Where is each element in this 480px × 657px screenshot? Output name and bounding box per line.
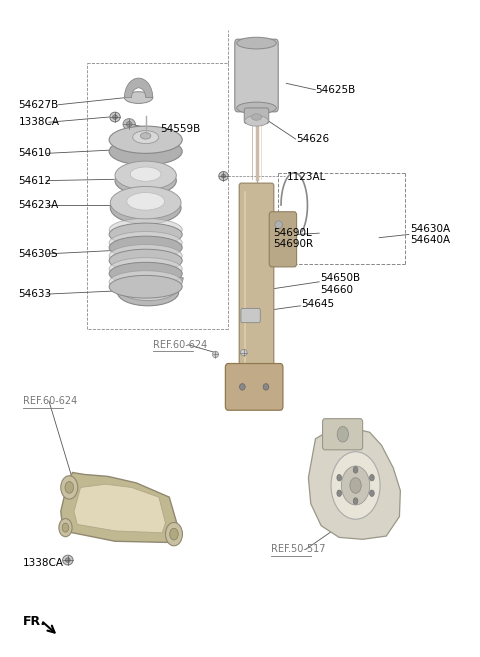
Polygon shape — [61, 472, 179, 543]
Text: 54650B: 54650B — [320, 273, 360, 283]
Text: 1338CA: 1338CA — [18, 117, 60, 127]
Text: 54690L: 54690L — [273, 228, 312, 238]
Text: 1338CA: 1338CA — [23, 558, 64, 568]
Text: 1123AL: 1123AL — [287, 172, 326, 183]
Circle shape — [62, 523, 69, 532]
Ellipse shape — [110, 112, 120, 122]
Circle shape — [337, 490, 342, 497]
Circle shape — [337, 426, 348, 442]
Text: REF.60-624: REF.60-624 — [153, 340, 207, 350]
Ellipse shape — [118, 279, 179, 306]
Circle shape — [65, 482, 73, 493]
Circle shape — [59, 518, 72, 537]
Text: FR.: FR. — [23, 615, 46, 628]
Ellipse shape — [118, 273, 179, 301]
Text: REF.50-517: REF.50-517 — [271, 544, 325, 554]
Circle shape — [370, 490, 374, 497]
Ellipse shape — [126, 122, 132, 127]
Ellipse shape — [110, 192, 181, 224]
FancyBboxPatch shape — [244, 108, 269, 124]
Text: 54660: 54660 — [320, 284, 353, 294]
Ellipse shape — [113, 115, 118, 120]
Ellipse shape — [237, 37, 276, 49]
Ellipse shape — [127, 193, 165, 210]
Ellipse shape — [109, 126, 182, 153]
Text: 54690R: 54690R — [273, 239, 313, 249]
Ellipse shape — [63, 555, 73, 565]
Ellipse shape — [109, 262, 182, 285]
Ellipse shape — [132, 131, 158, 144]
Text: 54626: 54626 — [297, 134, 330, 144]
Ellipse shape — [124, 92, 153, 103]
Ellipse shape — [237, 102, 276, 114]
Circle shape — [166, 522, 182, 546]
Ellipse shape — [275, 221, 282, 229]
Polygon shape — [167, 277, 183, 289]
Ellipse shape — [109, 249, 182, 272]
Ellipse shape — [240, 384, 245, 390]
Circle shape — [170, 528, 178, 540]
Ellipse shape — [263, 384, 269, 390]
Ellipse shape — [131, 167, 161, 181]
FancyBboxPatch shape — [323, 419, 362, 450]
Text: 54645: 54645 — [301, 299, 335, 309]
Ellipse shape — [123, 119, 135, 129]
FancyBboxPatch shape — [240, 183, 274, 376]
Ellipse shape — [109, 218, 182, 241]
FancyBboxPatch shape — [226, 363, 283, 410]
Ellipse shape — [110, 187, 181, 219]
Text: 54627B: 54627B — [18, 100, 59, 110]
Polygon shape — [308, 427, 400, 539]
Text: REF.60-624: REF.60-624 — [23, 396, 77, 406]
Ellipse shape — [141, 133, 151, 139]
Text: 54559B: 54559B — [160, 124, 200, 135]
Circle shape — [353, 498, 358, 505]
FancyBboxPatch shape — [241, 308, 260, 323]
Ellipse shape — [115, 161, 176, 190]
Ellipse shape — [245, 106, 268, 118]
Ellipse shape — [252, 114, 262, 120]
Ellipse shape — [221, 174, 226, 178]
Ellipse shape — [109, 244, 182, 267]
Ellipse shape — [109, 231, 182, 254]
Circle shape — [353, 466, 358, 473]
Text: 54610: 54610 — [18, 148, 51, 158]
Ellipse shape — [109, 223, 182, 246]
Ellipse shape — [109, 275, 182, 298]
Text: 54625B: 54625B — [315, 85, 356, 95]
Text: 54640A: 54640A — [410, 235, 450, 245]
Ellipse shape — [134, 279, 162, 292]
Text: 54633: 54633 — [18, 289, 51, 299]
FancyBboxPatch shape — [269, 212, 297, 267]
Ellipse shape — [213, 351, 218, 357]
Ellipse shape — [109, 271, 182, 294]
Ellipse shape — [115, 166, 176, 195]
Ellipse shape — [240, 350, 247, 355]
Ellipse shape — [65, 558, 70, 562]
Ellipse shape — [109, 258, 182, 281]
Ellipse shape — [109, 236, 182, 259]
Circle shape — [61, 476, 78, 499]
Text: 54623A: 54623A — [18, 200, 59, 210]
FancyBboxPatch shape — [235, 39, 278, 112]
Circle shape — [337, 474, 342, 481]
Wedge shape — [124, 78, 153, 98]
Ellipse shape — [109, 138, 182, 165]
Ellipse shape — [245, 116, 268, 126]
Circle shape — [331, 452, 380, 519]
Circle shape — [341, 466, 370, 505]
Circle shape — [350, 478, 361, 493]
Text: 54630A: 54630A — [410, 224, 450, 235]
Polygon shape — [74, 484, 166, 533]
Text: 54612: 54612 — [18, 175, 51, 186]
Circle shape — [370, 474, 374, 481]
Text: 54630S: 54630S — [18, 249, 58, 259]
Ellipse shape — [219, 171, 228, 181]
